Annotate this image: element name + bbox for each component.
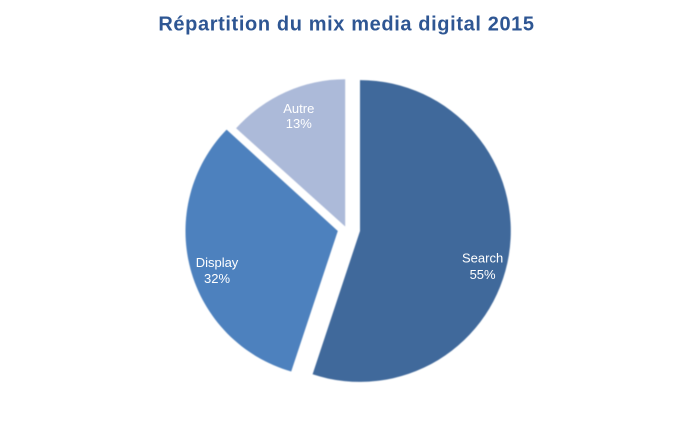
svg-text:Display: Display <box>196 255 239 270</box>
svg-text:32%: 32% <box>204 271 230 286</box>
svg-text:13%: 13% <box>286 116 312 131</box>
svg-text:Répartition du mix media digit: Répartition du mix media digital 2015 <box>158 14 534 36</box>
svg-text:55%: 55% <box>470 267 496 282</box>
svg-text:Autre: Autre <box>283 101 314 116</box>
svg-text:Search: Search <box>462 251 503 266</box>
